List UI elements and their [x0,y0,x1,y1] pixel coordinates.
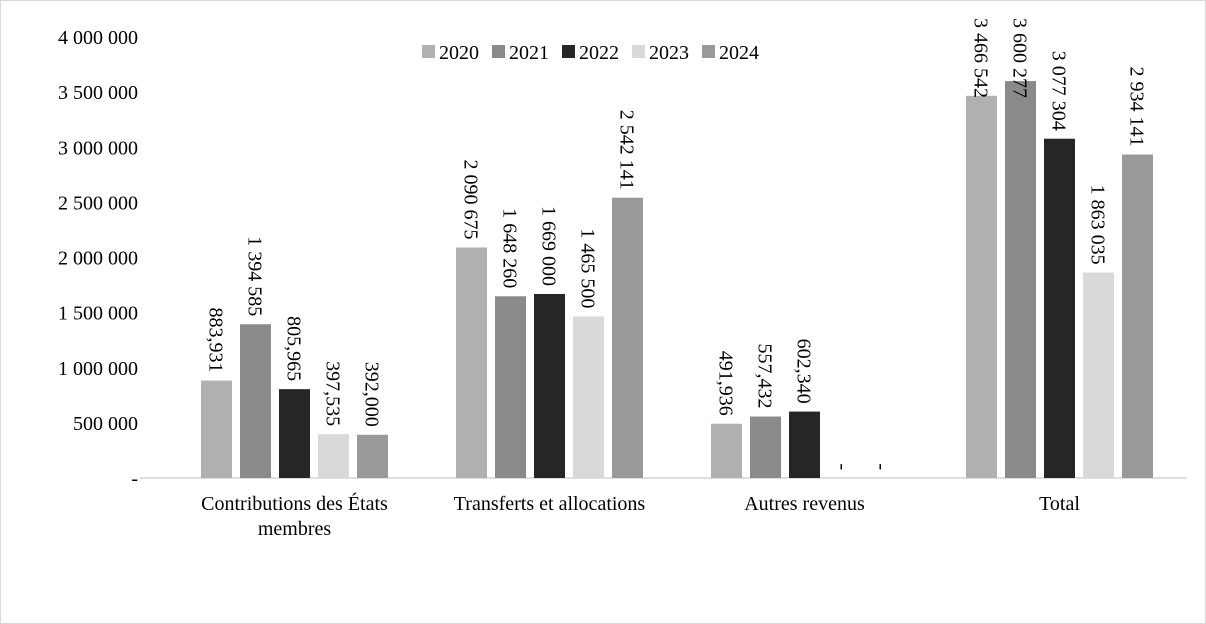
bar [495,296,526,478]
y-tick-label: 4 000 000 [58,27,138,49]
data-label: 1 394 585 [244,236,266,316]
y-tick-label: 2 000 000 [58,248,138,270]
y-tick-label: 1 000 000 [58,358,138,380]
data-label: - [832,463,854,470]
data-label: 392,000 [361,362,383,427]
bar [534,293,565,478]
data-label: 602,340 [793,339,815,404]
legend-label: 2022 [579,42,619,64]
bar [456,247,487,478]
legend-label: 2024 [719,42,759,64]
bar [966,95,997,478]
y-tick-label: - [131,468,138,490]
data-label: 2 542 141 [616,110,638,190]
bar [711,423,742,478]
bar [1122,154,1153,478]
bar [573,316,604,478]
bar [789,411,820,478]
data-label: 557,432 [754,344,776,409]
bar [357,434,388,478]
bar [1083,272,1114,478]
data-label: 1 648 260 [499,208,521,288]
data-label: 1 669 000 [538,206,560,286]
bar [201,380,232,478]
legend-swatch [702,45,715,58]
legend-swatch [492,45,505,58]
bar [318,434,349,478]
y-tick-label: 3 500 000 [58,82,138,104]
x-tick-label: Autres revenus [744,493,865,515]
data-label: 3 466 542 [970,18,992,98]
bar [1005,81,1036,478]
data-label: 397,535 [322,361,344,426]
y-tick-label: 2 500 000 [58,192,138,214]
data-label: - [871,463,893,470]
legend-swatch [632,45,645,58]
bar [612,197,643,479]
data-label: 1 863 035 [1087,185,1109,265]
bar [750,416,781,478]
y-tick-label: 500 000 [73,413,138,435]
data-label: 2 934 141 [1126,67,1148,147]
bar [279,389,310,478]
x-tick-label: Total [1039,493,1080,515]
legend-label: 2020 [439,42,479,64]
legend-swatch [562,45,575,58]
legend-label: 2023 [649,42,689,64]
bar [1044,138,1075,478]
data-label: 3 077 304 [1048,51,1070,131]
y-tick-label: 1 500 000 [58,303,138,325]
data-label: 491,936 [715,351,737,416]
data-label: 3 600 277 [1009,18,1031,98]
data-label: 805,965 [283,316,305,381]
legend-swatch [422,45,435,58]
x-tick-label: Transferts et allocations [453,493,646,515]
data-label: 1 465 500 [577,228,599,308]
y-tick-label: 3 000 000 [58,137,138,159]
bar [240,324,271,478]
x-tick-label: Contributions des États membres [201,493,388,540]
legend-label: 2021 [509,42,549,64]
data-label: 883,931 [205,308,227,373]
data-label: 2 090 675 [460,160,482,240]
